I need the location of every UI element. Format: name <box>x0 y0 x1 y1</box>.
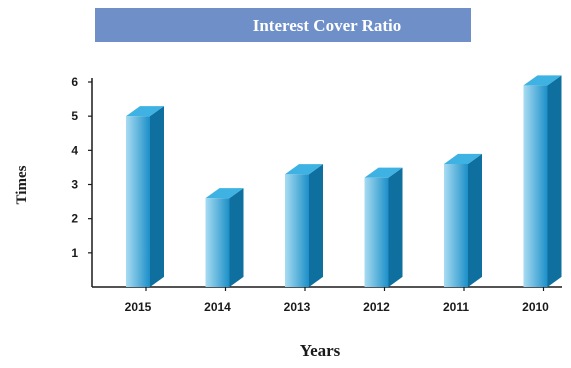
bar-top <box>523 75 562 86</box>
bars <box>126 75 562 288</box>
x-tick-label: 2012 <box>363 300 390 314</box>
y-tick-label: 6 <box>71 75 78 89</box>
bar-top <box>126 106 164 117</box>
x-tick-label: 2013 <box>284 300 311 314</box>
bar-top <box>205 188 244 199</box>
bar-top <box>285 164 323 175</box>
x-tick-label: 2011 <box>443 300 469 314</box>
bar-side <box>547 75 562 287</box>
y-tick-label: 2 <box>71 212 78 226</box>
bar-side <box>309 164 323 287</box>
bar-front <box>444 164 468 287</box>
bar <box>523 75 562 288</box>
x-tick-label: 2015 <box>125 300 152 314</box>
bar-front <box>364 177 389 287</box>
bar-side <box>388 167 403 287</box>
bar-side <box>150 106 164 287</box>
bar <box>205 188 244 287</box>
bar-side <box>468 153 482 287</box>
bar-front <box>523 85 548 288</box>
axes <box>91 78 562 288</box>
bar-front <box>285 174 309 287</box>
bar <box>285 164 323 287</box>
bar-top <box>364 167 403 178</box>
bar-front <box>205 198 230 287</box>
y-tick-label: 3 <box>71 178 78 192</box>
y-axis-label: Times <box>14 165 30 204</box>
bar-top <box>444 153 482 164</box>
y-tick-label: 5 <box>71 109 78 123</box>
x-tick-label: 2014 <box>204 300 231 314</box>
x-axis-label: Years <box>300 341 341 360</box>
bar <box>126 106 164 288</box>
bar-front <box>126 116 150 288</box>
y-ticks: 1 2 3 4 5 6 <box>71 75 92 260</box>
chart-title: Interest Cover Ratio <box>253 16 402 35</box>
bar-side <box>229 188 244 287</box>
bar <box>444 153 482 287</box>
x-ticks: 2015 2014 2013 2012 2011 2010 <box>125 287 549 314</box>
chart-title-band <box>95 8 471 42</box>
y-tick-label: 4 <box>71 143 78 157</box>
x-tick-label: 2010 <box>522 300 549 314</box>
y-tick-label: 1 <box>71 246 78 260</box>
bar <box>364 167 403 287</box>
